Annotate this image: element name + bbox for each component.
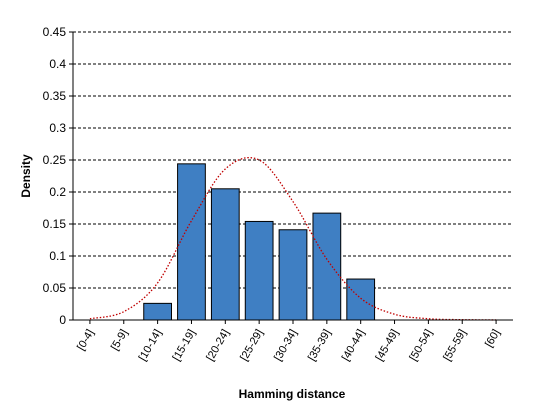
y-axis-title: Density: [19, 154, 33, 198]
y-tick-label: 0.3: [49, 121, 66, 135]
x-tick-label: [55-59]: [441, 328, 469, 364]
bar: [346, 278, 376, 321]
bar: [244, 220, 274, 321]
y-tick-label: 0.2: [49, 185, 66, 199]
x-tick-label: [30-34]: [272, 328, 300, 364]
bar: [177, 163, 206, 321]
y-tick-label: 0.35: [43, 89, 67, 103]
x-tick-label: [0-4]: [75, 328, 96, 353]
y-tick-label: 0.25: [43, 153, 67, 167]
y-tick-label: 0.45: [43, 25, 67, 39]
y-tick-label: 0: [59, 313, 66, 327]
x-tick-label: [25-29]: [238, 328, 266, 364]
bars: [143, 163, 376, 321]
x-tick-label: [15-19]: [171, 328, 199, 364]
y-tick-label: 0.15: [43, 217, 67, 231]
x-tick-label: [40-44]: [340, 328, 368, 364]
y-tick-label: 0.1: [49, 249, 66, 263]
x-axis-title: Hamming distance: [239, 387, 346, 401]
bar: [143, 302, 172, 321]
y-tick-label: 0.4: [49, 57, 66, 71]
x-tick-label: [5-9]: [109, 328, 130, 353]
x-tick-labels: [0-4] [5-9] [10-14] [15-19] [20-24] [25-29] [3…: [75, 327, 503, 363]
x-tick-label: [35-39]: [306, 328, 334, 364]
x-tick-label: [10-14]: [137, 328, 165, 364]
y-tick-labels: 0 0.05 0.1 0.15 0.2 0.25 0.3 0.35 0.4 0.45: [43, 25, 67, 327]
y-tick-label: 0.05: [43, 281, 67, 295]
x-tick-label: [50-54]: [407, 328, 435, 364]
bar: [210, 188, 240, 321]
axes: [69, 31, 513, 324]
x-tick-label: [20-24]: [204, 328, 232, 364]
x-tick-label: [60]: [483, 327, 503, 349]
bar: [312, 212, 342, 321]
x-tick-label: [45-49]: [374, 328, 402, 364]
density-line: [89, 157, 497, 321]
bar: [278, 229, 308, 321]
density-curve: [89, 157, 497, 321]
